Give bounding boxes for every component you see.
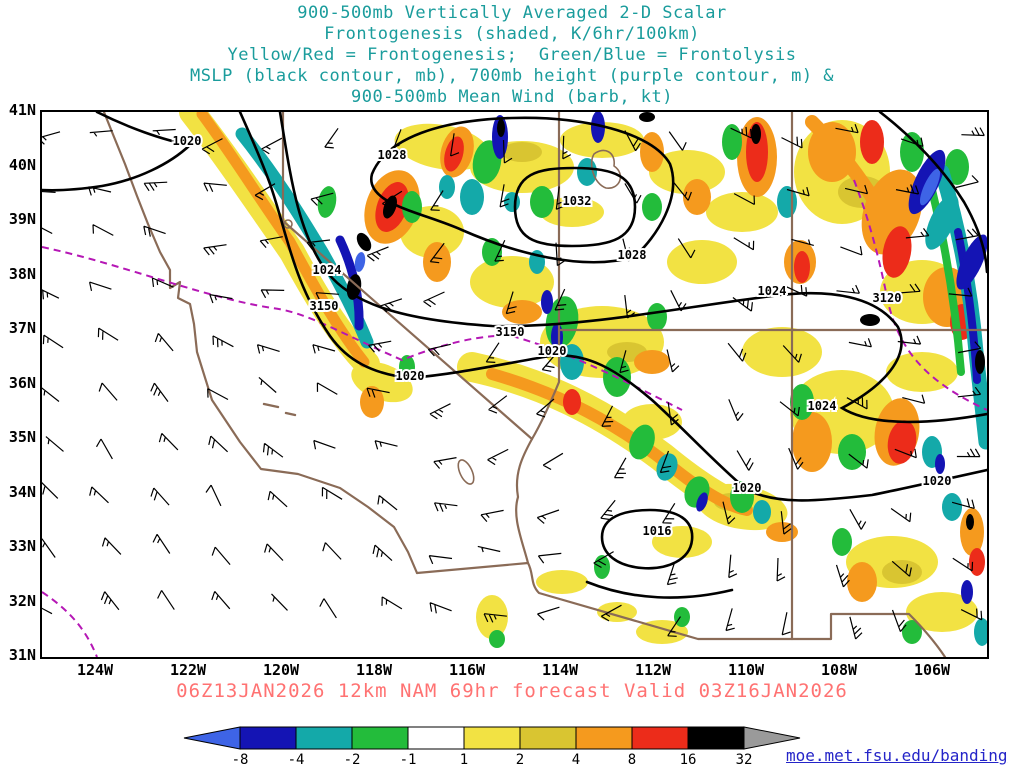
lat-label: 37N (8, 319, 36, 337)
mslp-contour-label: 1024 (313, 263, 342, 277)
lon-label: 106W (913, 661, 951, 679)
colorbar-segment (351, 726, 409, 750)
title-line-5: 900-500mb Mean Wind (barb, kt) (350, 87, 674, 107)
lat-label: 40N (8, 155, 36, 174)
mslp-contour-label: 1024 (808, 399, 837, 413)
colorbar-segment (463, 726, 521, 750)
mslp-1020-main (238, 112, 987, 502)
source-link[interactable]: moe.met.fsu.edu/banding (786, 746, 1008, 765)
lon-label: 120W (262, 661, 300, 679)
mslp-1016 (600, 508, 694, 570)
lat-label: 34N (8, 482, 36, 501)
lat-label: 35N (8, 428, 36, 446)
channel-islands (262, 402, 297, 417)
mslp-contour-label: 1020 (923, 474, 952, 488)
height-contour-label: 3150 (496, 325, 525, 339)
map-frame: 1020 1024 1028 1032 1028 1024 1024 1020 1020 1020… (40, 110, 989, 659)
mslp-contour-label: 1032 (563, 194, 592, 208)
lon-label: 124W (76, 661, 114, 679)
height-contours (42, 179, 987, 657)
map-canvas: 1020 1024 1028 1032 1028 1024 1024 1020 1020 1020… (42, 112, 987, 657)
lake-tahoe (283, 219, 293, 229)
colorbar-tick-label: -8 (232, 752, 249, 768)
mslp-contours (42, 112, 987, 599)
lon-label: 116W (448, 661, 486, 679)
lat-label: 38N (8, 264, 36, 283)
mslp-contour-label: 1016 (643, 524, 672, 538)
colorbar-segment (575, 726, 633, 750)
height-contour-sw (42, 591, 98, 657)
colorbar: -8 -4 -2 -1 1 2 4 8 16 32 (183, 726, 801, 768)
mslp-1032 (513, 166, 637, 248)
wind-barbs (42, 124, 985, 640)
colorbar-tick-label: 8 (628, 752, 636, 768)
frontogenesis-shading-layer (179, 112, 987, 648)
colorbar-segment (407, 726, 465, 750)
colorbar-right-arrow (743, 726, 801, 750)
height-contour-label: 3150 (310, 299, 339, 313)
lat-label: 39N (8, 210, 36, 228)
lon-label: 112W (634, 661, 672, 679)
mslp-contour-label: 1020 (396, 369, 425, 383)
lon-label: 118W (355, 661, 393, 679)
header-title: 900-500mb Vertically Averaged 2-D Scalar… (0, 3, 1024, 108)
title-line-4: MSLP (black contour, mb), 700mb height (… (189, 66, 835, 86)
california-coastline (102, 112, 419, 575)
colorbar-segment (295, 726, 353, 750)
lat-label: 32N (8, 591, 36, 610)
colorbar-tick-label: 32 (736, 752, 753, 768)
colorbar-tick-label: -1 (400, 752, 417, 768)
colorbar-left-arrow (183, 726, 241, 750)
colorbar-tick-label: 4 (572, 752, 580, 768)
mslp-1028 (370, 116, 675, 264)
mslp-contour-label: 1024 (758, 284, 787, 298)
forecast-caption: 06Z13JAN2026 12km NAM 69hr forecast Vali… (176, 680, 848, 702)
mslp-south-arc (585, 580, 734, 599)
colorbar-tick-label: 1 (460, 752, 468, 768)
lat-label: 36N (8, 373, 36, 392)
mslp-contour-label: 1028 (618, 248, 647, 262)
mslp-contour-label: 1020 (173, 134, 202, 148)
lon-label: 108W (820, 661, 858, 679)
mslp-contour-label: 1020 (538, 344, 567, 358)
contour-labels: 1020 1024 1028 1032 1028 1024 1024 1020 1020 1020… (171, 132, 954, 540)
colorbar-segment (519, 726, 577, 750)
nv-az-border (530, 328, 561, 441)
lon-label: 114W (541, 661, 579, 679)
mslp-1024 (278, 112, 987, 424)
mslp-northeast (878, 112, 987, 274)
title-line-1: 900-500mb Vertically Averaged 2-D Scalar (297, 3, 727, 23)
mslp-contour-label: 1020 (733, 481, 762, 495)
height-contour-label: 3120 (873, 291, 902, 305)
lon-label: 122W (169, 661, 207, 679)
salton-sea (457, 459, 475, 485)
great-salt-lake (590, 149, 622, 189)
colorbar-tick-label: -2 (344, 752, 361, 768)
ca-nv-border (281, 112, 534, 565)
colorbar-tick-label: 16 (680, 752, 697, 768)
mslp-1020-northwest (42, 112, 193, 192)
lat-label: 41N (8, 101, 36, 119)
title-line-2: Frontogenesis (shaded, K/6hr/100km) (324, 24, 700, 44)
colorbar-segment (239, 726, 297, 750)
height-contour-3120 (853, 179, 987, 411)
mexico-border (415, 561, 947, 657)
colorbar-segment (687, 726, 745, 750)
state-borders (102, 112, 987, 657)
title-line-3: Yellow/Red = Frontogenesis; Green/Blue =… (227, 45, 797, 65)
lat-label: 31N (8, 646, 36, 664)
colorbar-tick-label: 2 (516, 752, 524, 768)
lon-label: 110W (727, 661, 765, 679)
colorbar-segment (631, 726, 689, 750)
colorbar-tick-label: -4 (288, 752, 305, 768)
lat-label: 33N (8, 537, 36, 555)
mslp-contour-label: 1028 (378, 148, 407, 162)
